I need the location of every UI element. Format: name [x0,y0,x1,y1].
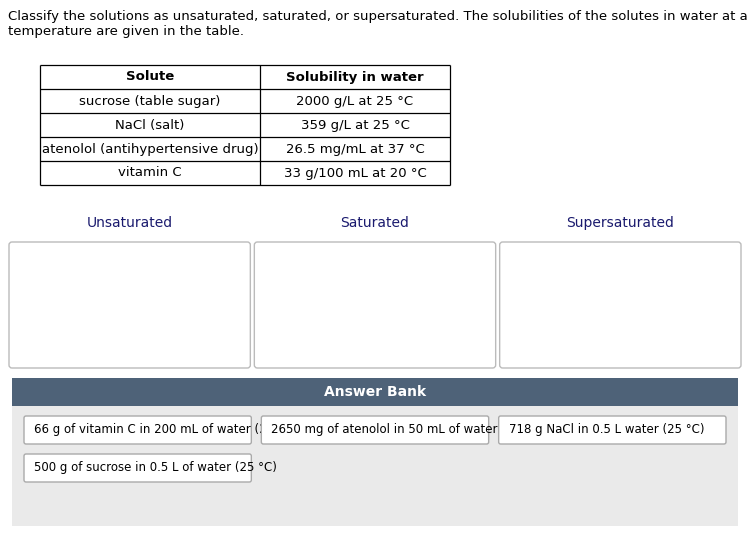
FancyBboxPatch shape [254,242,496,368]
FancyBboxPatch shape [12,378,738,406]
Text: Supersaturated: Supersaturated [566,216,674,230]
FancyBboxPatch shape [500,242,741,368]
FancyBboxPatch shape [12,406,738,526]
Text: Classify the solutions as unsaturated, saturated, or supersaturated. The solubil: Classify the solutions as unsaturated, s… [8,10,750,23]
FancyBboxPatch shape [9,242,250,368]
Text: Solubility in water: Solubility in water [286,70,424,83]
Text: Unsaturated: Unsaturated [86,216,172,230]
Text: 500 g of sucrose in 0.5 L of water (25 °C): 500 g of sucrose in 0.5 L of water (25 °… [34,461,277,475]
Text: Solute: Solute [126,70,174,83]
Text: vitamin C: vitamin C [118,166,182,179]
Text: Answer Bank: Answer Bank [324,385,426,399]
Text: NaCl (salt): NaCl (salt) [116,119,184,132]
Text: 26.5 mg/mL at 37 °C: 26.5 mg/mL at 37 °C [286,142,424,156]
Text: 33 g/100 mL at 20 °C: 33 g/100 mL at 20 °C [284,166,426,179]
FancyBboxPatch shape [24,416,251,444]
Text: 2650 mg of atenolol in 50 mL of water (37 °C): 2650 mg of atenolol in 50 mL of water (3… [272,424,544,437]
Text: 359 g/L at 25 °C: 359 g/L at 25 °C [301,119,410,132]
Text: atenolol (antihypertensive drug): atenolol (antihypertensive drug) [42,142,258,156]
Text: sucrose (table sugar): sucrose (table sugar) [80,95,220,107]
Text: 718 g NaCl in 0.5 L water (25 °C): 718 g NaCl in 0.5 L water (25 °C) [509,424,704,437]
Text: 66 g of vitamin C in 200 mL of water (20 °C): 66 g of vitamin C in 200 mL of water (20… [34,424,296,437]
FancyBboxPatch shape [499,416,726,444]
Text: temperature are given in the table.: temperature are given in the table. [8,25,244,38]
FancyBboxPatch shape [261,416,489,444]
FancyBboxPatch shape [24,454,251,482]
Text: 2000 g/L at 25 °C: 2000 g/L at 25 °C [296,95,413,107]
Text: Saturated: Saturated [340,216,410,230]
